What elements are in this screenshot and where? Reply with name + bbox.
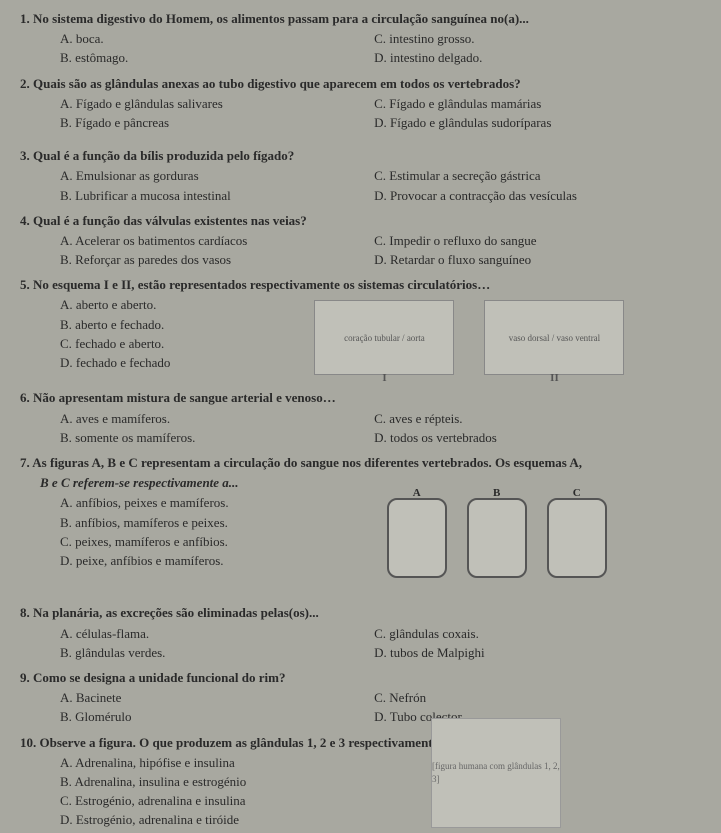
q7-diagram-a (387, 498, 447, 578)
q9-options: A. Bacinete B. Glomérulo C. Nefrón D. Tu… (20, 689, 701, 727)
q7-diagram-c (547, 498, 607, 578)
q2-opt-d: D. Fígado e glândulas sudoríparas (374, 114, 701, 132)
q7-opt-d: D. peixe, anfíbios e mamíferos. (20, 552, 292, 570)
q6-opt-d: D. todos os vertebrados (374, 429, 701, 447)
q1-opt-b: B. estômago. (60, 49, 374, 67)
q6-options: A. aves e mamíferos. B. somente os mamíf… (20, 410, 701, 448)
q2-options: A. Fígado e glândulas salivares B. Fígad… (20, 95, 701, 133)
q7-text: 7. As figuras A, B e C representam a cir… (20, 454, 701, 472)
question-1: 1. No sistema digestivo do Homem, os ali… (20, 10, 701, 69)
q3-opt-d: D. Provocar a contracção das vesículas (374, 187, 701, 205)
q5-prompt: No esquema I e II, estão representados r… (33, 277, 490, 292)
q1-opt-d: D. intestino delgado. (374, 49, 701, 67)
q3-opt-b: B. Lubrificar a mucosa intestinal (60, 187, 374, 205)
q6-num: 6. (20, 390, 30, 405)
q5-opt-d: D. fechado e fechado (20, 354, 238, 372)
q3-num: 3. (20, 148, 30, 163)
q10-prompt: Observe a figura. O que produzem as glân… (40, 735, 445, 750)
q10-num: 10. (20, 735, 36, 750)
q6-prompt: Não apresentam mistura de sangue arteria… (33, 390, 336, 405)
q8-opt-a: A. células-flama. (60, 625, 374, 643)
q1-prompt: No sistema digestivo do Homem, os alimen… (33, 11, 529, 26)
q5-img1-label: I (382, 371, 386, 386)
grasshopper-icon: coração tubular / aorta (344, 332, 425, 345)
q3-text: 3. Qual é a função da bílis produzida pe… (20, 147, 701, 165)
q7-text2: B e C referem-se respectivamente a... (20, 474, 701, 492)
q4-options: A. Acelerar os batimentos cardíacos B. R… (20, 232, 701, 270)
q7-diagram-b (467, 498, 527, 578)
q8-opt-b: B. glândulas verdes. (60, 644, 374, 662)
q1-opt-c: C. intestino grosso. (374, 30, 701, 48)
question-8: 8. Na planária, as excreções são elimina… (20, 604, 701, 663)
q1-options: A. boca. B. estômago. C. intestino gross… (20, 30, 701, 68)
q9-prompt: Como se designa a unidade funcional do r… (33, 670, 285, 685)
q8-text: 8. Na planária, as excreções são elimina… (20, 604, 701, 622)
q5-image-1: coração tubular / aorta I (314, 300, 454, 375)
q9-text: 9. Como se designa a unidade funcional d… (20, 669, 701, 687)
q9-num: 9. (20, 670, 30, 685)
q8-num: 8. (20, 605, 30, 620)
q7-num: 7. (20, 455, 30, 470)
q10-opt-d: D. Estrogénio, adrenalina e tiróide (20, 811, 701, 829)
question-10: 10. Observe a figura. O que produzem as … (20, 734, 701, 830)
q7-opt-b: B. anfíbios, mamíferos e peixes. (20, 514, 292, 532)
q2-opt-b: B. Fígado e pâncreas (60, 114, 374, 132)
q7-prompt1: As figuras A, B e C representam a circul… (32, 455, 582, 470)
q4-prompt: Qual é a função das válvulas existentes … (33, 213, 307, 228)
q5-opt-b: B. aberto e fechado. (20, 316, 238, 334)
question-5: 5. No esquema I e II, estão representado… (20, 276, 701, 383)
q2-opt-a: A. Fígado e glândulas salivares (60, 95, 374, 113)
q7-prompt2: B e C referem-se respectivamente a... (40, 475, 239, 490)
q3-opt-a: A. Emulsionar as gorduras (60, 167, 374, 185)
q5-opt-a: A. aberto e aberto. (20, 296, 238, 314)
q2-prompt: Quais são as glândulas anexas ao tubo di… (33, 76, 521, 91)
question-9: 9. Como se designa a unidade funcional d… (20, 669, 701, 728)
q4-num: 4. (20, 213, 30, 228)
question-4: 4. Qual é a função das válvulas existent… (20, 212, 701, 271)
q10-figure: [figura humana com glândulas 1, 2, 3] (431, 718, 561, 828)
q5-image-2: vaso dorsal / vaso ventral II (484, 300, 624, 375)
q8-opt-d: D. tubos de Malpighi (374, 644, 701, 662)
q6-opt-a: A. aves e mamíferos. (60, 410, 374, 428)
q7-opt-c: C. peixes, mamíferos e anfíbios. (20, 533, 292, 551)
q4-opt-c: C. Impedir o refluxo do sangue (374, 232, 701, 250)
q1-num: 1. (20, 11, 30, 26)
q2-opt-c: C. Fígado e glândulas mamárias (374, 95, 701, 113)
q5-text: 5. No esquema I e II, estão representado… (20, 276, 701, 294)
question-2: 2. Quais são as glândulas anexas ao tubo… (20, 75, 701, 134)
q10-opt-c: C. Estrogénio, adrenalina e insulina (20, 792, 701, 810)
q10-opt-b: B. Adrenalina, insulina e estrogénio (20, 773, 701, 791)
q9-opt-a: A. Bacinete (60, 689, 374, 707)
q6-text: 6. Não apresentam mistura de sangue arte… (20, 389, 701, 407)
q9-opt-c: C. Nefrón (374, 689, 701, 707)
q3-prompt: Qual é a função da bílis produzida pelo … (33, 148, 294, 163)
q2-num: 2. (20, 76, 30, 91)
q4-opt-a: A. Acelerar os batimentos cardíacos (60, 232, 374, 250)
q6-opt-c: C. aves e répteis. (374, 410, 701, 428)
snake-icon: vaso dorsal / vaso ventral (509, 332, 600, 345)
q4-opt-b: B. Reforçar as paredes dos vasos (60, 251, 374, 269)
q8-prompt: Na planária, as excreções são eliminadas… (33, 605, 319, 620)
q1-opt-a: A. boca. (60, 30, 374, 48)
q4-opt-d: D. Retardar o fluxo sanguíneo (374, 251, 701, 269)
q5-num: 5. (20, 277, 30, 292)
question-3: 3. Qual é a função da bílis produzida pe… (20, 147, 701, 206)
q5-img2-label: II (550, 371, 559, 386)
q1-text: 1. No sistema digestivo do Homem, os ali… (20, 10, 701, 28)
question-7: 7. As figuras A, B e C representam a cir… (20, 454, 701, 588)
q3-options: A. Emulsionar as gorduras B. Lubrificar … (20, 167, 701, 205)
q4-text: 4. Qual é a função das válvulas existent… (20, 212, 701, 230)
q2-text: 2. Quais são as glândulas anexas ao tubo… (20, 75, 701, 93)
q10-figure-caption: [figura humana com glândulas 1, 2, 3] (432, 760, 560, 785)
q7-opt-a: A. anfíbios, peixes e mamíferos. (20, 494, 292, 512)
question-6: 6. Não apresentam mistura de sangue arte… (20, 389, 701, 448)
q3-opt-c: C. Estimular a secreção gástrica (374, 167, 701, 185)
q5-opt-c: C. fechado e aberto. (20, 335, 238, 353)
q9-opt-b: B. Glomérulo (60, 708, 374, 726)
q10-text: 10. Observe a figura. O que produzem as … (20, 734, 701, 752)
q8-options: A. células-flama. B. glândulas verdes. C… (20, 625, 701, 663)
q10-opt-a: A. Adrenalina, hipófise e insulina (20, 754, 701, 772)
q6-opt-b: B. somente os mamíferos. (60, 429, 374, 447)
q8-opt-c: C. glândulas coxais. (374, 625, 701, 643)
